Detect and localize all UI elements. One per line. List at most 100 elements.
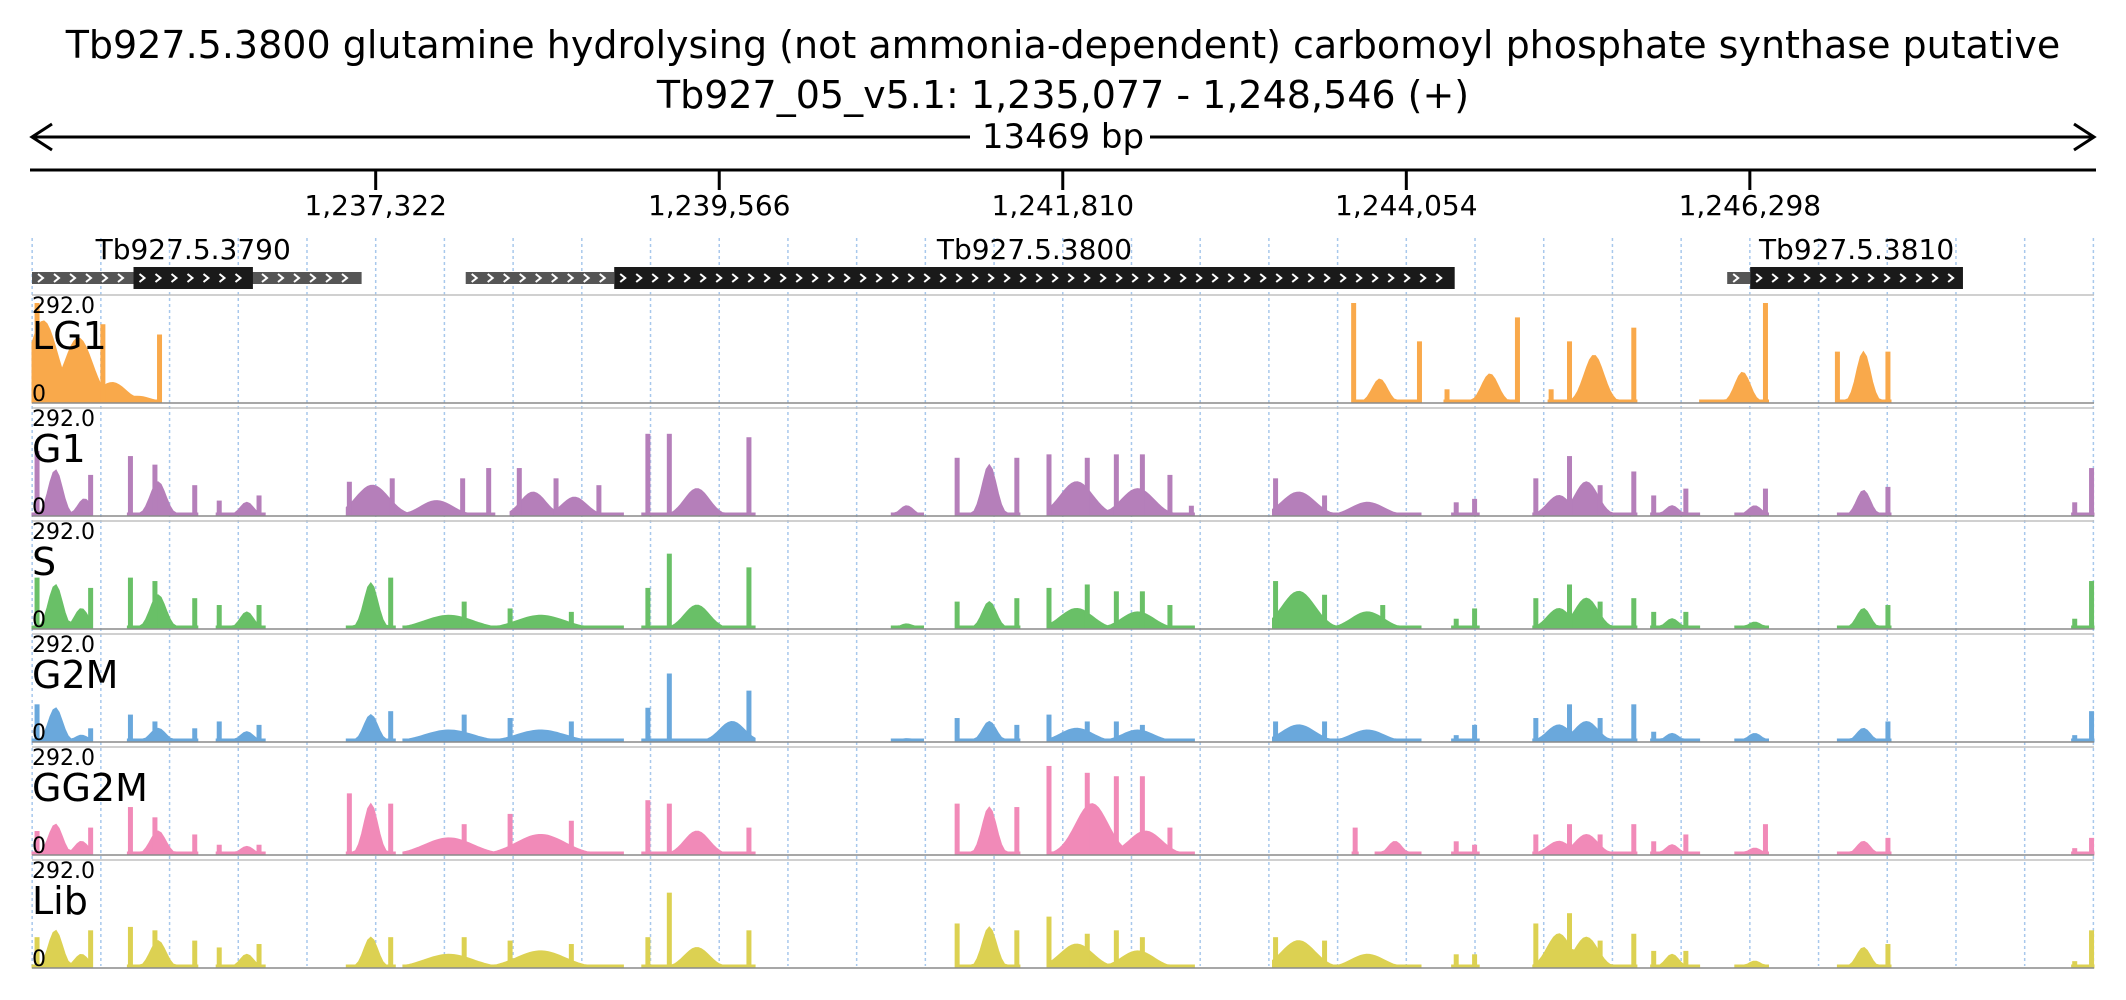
coverage-spike <box>1567 584 1573 629</box>
coverage-spike <box>1084 457 1090 516</box>
coverage-spike <box>666 803 672 855</box>
coverage-spike <box>1046 587 1052 629</box>
track-max-label: 292.0 <box>32 407 95 432</box>
coverage-area <box>1650 732 1701 743</box>
strand-arrow-icon <box>843 273 851 283</box>
track-min-label: 0 <box>32 947 46 972</box>
strand-arrow-icon <box>811 273 819 283</box>
strand-arrow-icon <box>293 273 301 283</box>
coverage-spike <box>954 923 960 968</box>
coverage-spike <box>1046 916 1052 968</box>
coverage-spike <box>192 485 198 516</box>
coverage-spike <box>1273 581 1279 629</box>
axis-tick-label: 1,246,298 <box>1679 189 1822 222</box>
coverage-area <box>1374 841 1422 856</box>
track-s: 292.0S 0 <box>31 520 2095 633</box>
coverage-area <box>1271 724 1422 743</box>
coverage-spike <box>2089 837 2095 855</box>
coverage-spike <box>1567 456 1573 516</box>
coverage-spike <box>1651 611 1657 629</box>
coverage-spike <box>954 803 960 855</box>
coverage-spike <box>645 937 651 968</box>
coverage-spike <box>34 831 40 855</box>
coverage-spike <box>256 724 262 742</box>
coverage-spike <box>1380 605 1386 629</box>
coverage-spike <box>1453 841 1459 855</box>
coverage-spike <box>1453 735 1459 742</box>
coverage-spike <box>34 450 40 516</box>
coverage-area <box>345 936 396 969</box>
coverage-spike <box>216 500 222 516</box>
coverage-spike <box>127 456 133 516</box>
strand-arrow-icon <box>503 273 511 283</box>
strand-arrow-icon <box>202 273 211 283</box>
strand-arrow-icon <box>1851 273 1859 283</box>
coverage-spike <box>746 690 752 742</box>
coverage-spike <box>1834 351 1840 403</box>
gene-cds[interactable] <box>614 267 1455 289</box>
coverage-spike <box>152 817 158 855</box>
strand-arrow-icon <box>891 273 899 283</box>
coverage-spike <box>1533 923 1539 968</box>
coverage-area <box>402 614 624 630</box>
axis-tick-label: 1,239,566 <box>648 189 791 222</box>
coverage-area <box>955 926 1021 969</box>
strand-arrow-icon <box>1275 273 1283 283</box>
coverage-spike <box>192 940 198 968</box>
coverage-spike <box>1683 488 1689 516</box>
track-name-label: Lib <box>32 879 88 923</box>
coverage-spike <box>152 721 158 742</box>
coverage-spike <box>1188 505 1194 516</box>
coverage-spike <box>1762 303 1768 403</box>
coverage-spike <box>2089 468 2095 516</box>
strand-arrow-icon <box>827 273 835 283</box>
axis-tick-label: 1,237,322 <box>304 189 447 222</box>
coverage-area <box>955 720 1021 743</box>
strand-arrow-icon <box>277 273 285 283</box>
strand-arrow-icon <box>138 273 147 283</box>
coverage-area <box>345 581 396 630</box>
coverage-area <box>215 501 266 517</box>
coverage-area <box>1046 943 1195 969</box>
coverage-area <box>1532 833 1638 856</box>
strand-arrow-icon <box>154 273 163 283</box>
coverage-spike <box>1472 498 1478 516</box>
coverage-spike <box>1533 834 1539 855</box>
coverage-spike <box>1113 454 1119 516</box>
strand-arrow-icon <box>1323 273 1331 283</box>
coverage-spike <box>346 481 352 516</box>
coverage-spike <box>1683 834 1689 855</box>
coverage-spike <box>1651 731 1657 742</box>
coverage-spike <box>1416 341 1422 403</box>
coverage-spike <box>1597 834 1603 855</box>
coverage-spike <box>88 587 94 629</box>
track-min-label: 0 <box>32 721 46 746</box>
coverage-spike <box>88 930 94 968</box>
coverage-spike <box>1885 721 1891 742</box>
coverage-spike <box>1453 502 1459 516</box>
strand-arrow-icon <box>907 273 915 283</box>
strand-arrow-icon <box>1003 273 1011 283</box>
strand-arrow-icon <box>795 273 803 283</box>
coverage-spike <box>507 813 513 855</box>
coverage-spike <box>1651 950 1657 968</box>
coverage-spike <box>1631 933 1637 968</box>
coverage-area <box>890 505 925 517</box>
strand-arrow-icon <box>170 273 179 283</box>
coverage-spike <box>645 587 651 629</box>
gene-label: Tb927.5.3790 <box>95 233 291 266</box>
coverage-area <box>1443 373 1520 404</box>
coverage-area <box>1271 940 1422 969</box>
coverage-spike <box>461 714 467 742</box>
strand-arrow-icon <box>859 273 867 283</box>
coverage-area <box>31 823 93 856</box>
coverage-area <box>215 953 266 969</box>
coverage-spike <box>1631 471 1637 516</box>
strand-arrow-icon <box>85 273 93 283</box>
coverage-spike <box>216 605 222 629</box>
coverage-area <box>1650 953 1701 969</box>
coverage-spike <box>1631 598 1637 629</box>
strand-arrow-icon <box>619 273 627 283</box>
